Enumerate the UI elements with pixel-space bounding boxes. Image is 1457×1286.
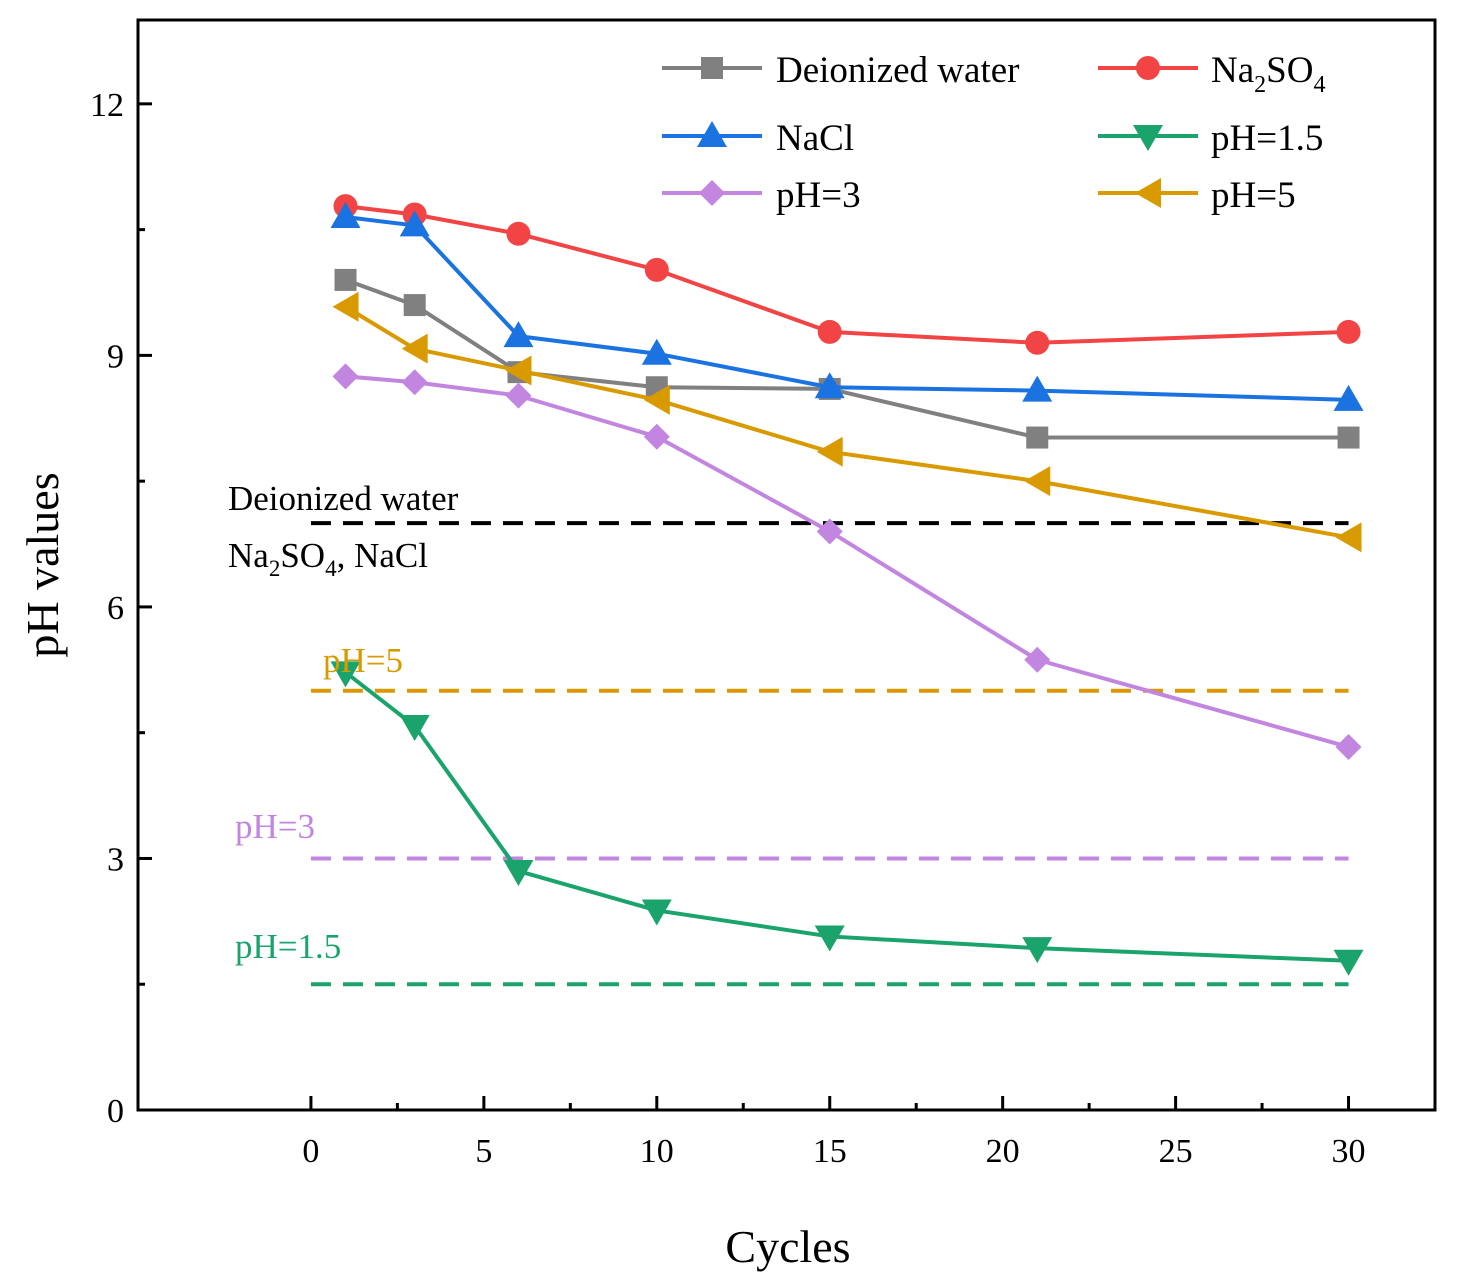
point-marker [332,363,359,390]
point-marker [1337,426,1360,449]
axes: 0 5 10 15 20 25 30 0 3 6 9 12 [90,18,1437,1170]
point-marker [1026,426,1049,449]
point-marker [503,860,534,887]
reference-lines [310,521,1349,987]
point-marker [503,321,534,348]
legend-item-nacl: NaCl [662,118,854,159]
series-line [344,670,1349,963]
series-5 [332,291,1362,553]
y-tick-label: 6 [107,590,124,627]
legend-marker-circle [1136,56,1160,80]
legend-label-na2so4: Na2SO4 [1211,50,1325,98]
legend-marker-triangle-up [697,121,727,147]
point-marker [505,355,532,386]
ref-label-na2so4-nacl: Na2SO4, NaCl [228,536,428,581]
series-line [344,278,1349,440]
legend-label-ph1-5: pH=1.5 [1211,118,1323,159]
point-marker [330,661,361,688]
point-marker [403,294,426,317]
legend-marker-diamond [699,180,725,206]
x-tick-label: 20 [986,1133,1020,1170]
point-marker [814,925,845,952]
ref-label-deionized-water: Deionized water [228,479,459,518]
legend-label-nacl: NaCl [776,118,854,159]
point-marker [1335,733,1362,760]
point-marker [399,714,430,741]
point-marker [814,372,845,399]
legend-item-ph1-5: pH=1.5 [1098,118,1323,159]
point-marker [641,899,672,926]
legend: Deionized water Na2SO4 NaCl pH=1.5 pH=3 … [662,50,1325,216]
legend-label-ph5: pH=5 [1211,175,1296,216]
x-tick-label: 25 [1159,1133,1193,1170]
point-marker [334,268,357,291]
point-marker [401,333,428,364]
series-1 [333,194,1361,355]
legend-marker-triangle-down [1133,125,1163,151]
y-axis-title: pH values [17,472,68,657]
point-marker [401,369,428,396]
point-marker [643,384,670,415]
series-2 [330,202,1364,411]
series-4 [332,363,1362,760]
series-line [345,215,1349,402]
point-marker [1022,937,1053,964]
point-marker [399,210,430,237]
point-marker [1335,522,1362,553]
x-tick-label: 10 [640,1133,674,1170]
series-line [345,204,1349,345]
plot-frame [136,18,1437,1112]
series-0 [334,268,1360,449]
series-line [344,305,1349,540]
point-marker [1022,375,1053,402]
ref-label-ph5: pH=5 [323,641,403,680]
series-3 [330,661,1364,976]
y-tick-label: 9 [107,338,124,375]
legend-item-ph5: pH=5 [1098,175,1296,216]
legend-item-na2so4: Na2SO4 [1098,50,1325,98]
ref-label-ph3: pH=3 [235,807,315,846]
series-line [345,374,1350,749]
ref-label-ph1-5: pH=1.5 [235,927,341,966]
x-tick-label: 30 [1332,1133,1366,1170]
point-marker [1336,319,1361,344]
point-marker [505,382,532,409]
point-marker [643,423,670,450]
point-marker [816,436,843,467]
point-marker [1024,646,1051,673]
point-marker [1025,330,1050,355]
point-marker [816,518,843,545]
legend-marker-square [701,57,723,79]
point-marker [506,221,531,246]
y-tick-label: 3 [107,841,124,878]
point-marker [1333,949,1364,976]
legend-label-deionized-water: Deionized water [776,50,1019,91]
x-tick-label: 5 [475,1133,492,1170]
point-marker [330,202,361,229]
point-marker [332,291,359,322]
legend-label-ph3: pH=3 [776,175,861,216]
point-marker [1024,466,1051,497]
y-tick-label: 12 [90,87,124,124]
legend-marker-triangle-left [1135,178,1161,208]
legend-item-ph3: pH=3 [662,175,861,216]
point-marker [641,338,672,365]
legend-item-deionized-water: Deionized water [662,50,1019,91]
point-marker [644,257,669,282]
x-tick-label: 0 [302,1133,319,1170]
x-axis-title: Cycles [725,1221,850,1272]
point-marker [1333,384,1364,411]
point-marker [817,319,842,344]
x-tick-label: 15 [813,1133,847,1170]
y-tick-label: 0 [107,1093,124,1130]
series-layer [330,194,1364,976]
